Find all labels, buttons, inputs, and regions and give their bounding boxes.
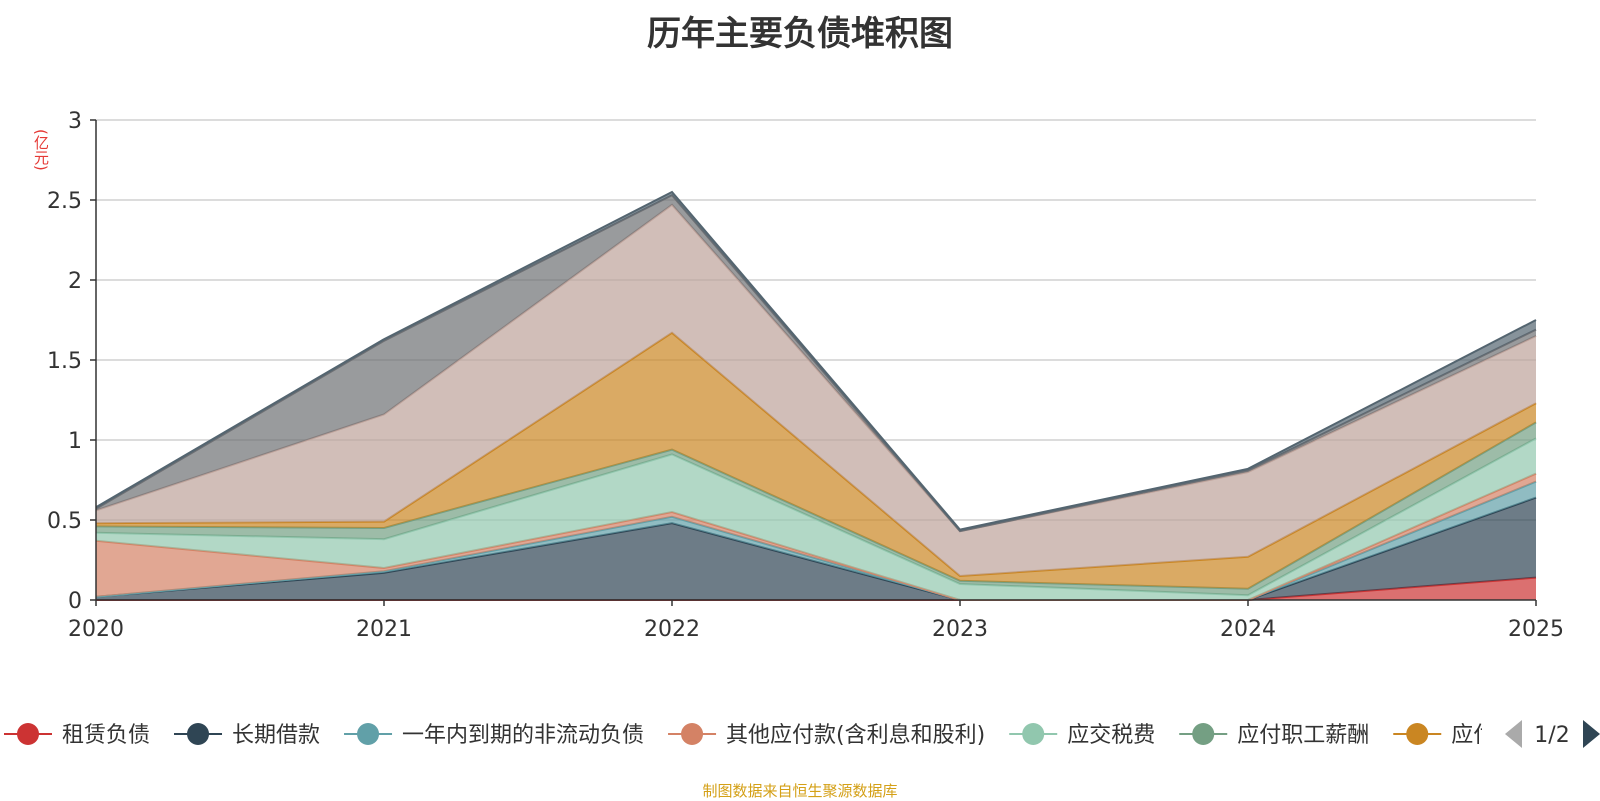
legend-label: 一年内到期的非流动负债 (402, 723, 644, 748)
area-series-7[interactable] (96, 332, 1536, 589)
y-tick-label: 1 (68, 429, 82, 454)
legend: 租赁负债 长期借款 一年内到期的非流动负债 其他应付款(含利息和股利) 应交税费 应付职工… (4, 723, 1539, 748)
legend-marker-icon (1406, 723, 1429, 745)
legend-next-arrow-icon[interactable] (1583, 720, 1600, 748)
legend-label: 应付职工薪酬 (1237, 723, 1369, 748)
legend-item[interactable]: 一年内到期的非流动负债 (344, 723, 644, 748)
y-tick-label: 1.5 (47, 349, 82, 374)
legend-label: 长期借款 (232, 723, 320, 748)
legend-marker-icon (1192, 723, 1215, 745)
area-series-2[interactable] (96, 497, 1536, 600)
y-axis-unit-label: (亿元) (32, 129, 50, 171)
x-tick-label: 2021 (356, 617, 412, 642)
data-source-note: 制图数据来自恒生聚源数据库 (702, 782, 898, 800)
x-tick-label: 2025 (1508, 617, 1564, 642)
legend-label: 应交税费 (1067, 723, 1155, 748)
axes: 0 0.5 1 1.5 2 2.5 3 2020 2021 2022 2023 2024 2025 (47, 109, 1564, 642)
legend-item[interactable]: 租赁负债 (4, 723, 150, 748)
legend-page-indicator: 1/2 (1534, 723, 1569, 748)
legend-item[interactable]: 长期借款 (174, 723, 320, 748)
chart-title: 历年主要负债堆积图 (647, 14, 953, 54)
legend-item[interactable]: 应付账款 (1393, 723, 1539, 748)
legend-item[interactable]: 其他应付款(含利息和股利) (668, 723, 985, 748)
legend-marker-icon (17, 723, 39, 745)
legend-item[interactable]: 应付职工薪酬 (1179, 723, 1369, 748)
x-tick-label: 2023 (932, 617, 988, 642)
area-series-1[interactable] (96, 577, 1536, 600)
area-series-8[interactable] (96, 204, 1536, 577)
area-series-line-10 (95, 190, 1537, 531)
legend-items: 租赁负债 长期借款 一年内到期的非流动负债 其他应付款(含利息和股利) 应交税费 应付职工… (4, 723, 1539, 748)
y-tick-label: 0.5 (47, 509, 82, 534)
legend-pager: 1/2 (1505, 720, 1600, 748)
y-tick-label: 2 (68, 269, 82, 294)
legend-prev-arrow-icon[interactable] (1505, 720, 1522, 748)
legend-marker-icon (681, 723, 704, 745)
legend-label: 应付账款 (1451, 723, 1539, 748)
legend-marker-icon (357, 723, 380, 745)
x-tick-label: 2024 (1220, 617, 1276, 642)
area-series-group (95, 190, 1537, 601)
legend-marker-icon (187, 723, 210, 745)
y-tick-label: 2.5 (47, 189, 82, 214)
legend-label: 其他应付款(含利息和股利) (726, 723, 985, 748)
x-tick-label: 2020 (68, 617, 124, 642)
x-tick-label: 2022 (644, 617, 700, 642)
legend-label: 租赁负债 (62, 723, 150, 748)
legend-marker-icon (1022, 723, 1045, 745)
y-tick-label: 3 (68, 109, 82, 134)
legend-item[interactable]: 应交税费 (1009, 723, 1155, 748)
y-tick-label: 0 (68, 589, 82, 614)
